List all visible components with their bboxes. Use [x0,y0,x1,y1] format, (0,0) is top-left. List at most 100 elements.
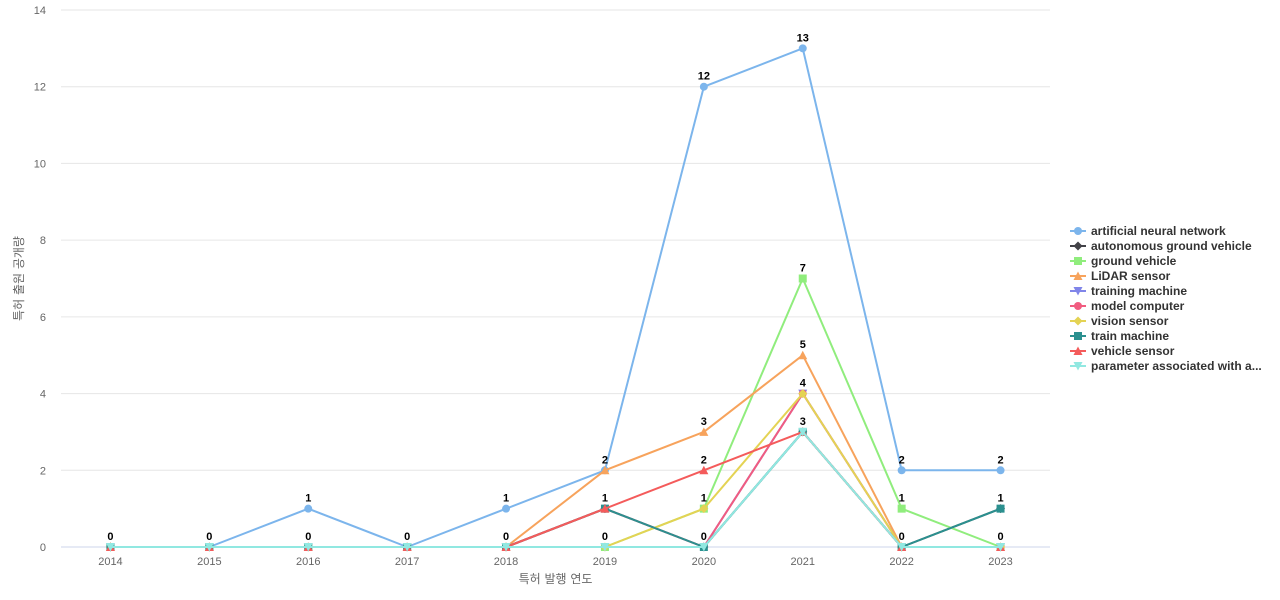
data-label: 1 [997,493,1003,505]
legend-marker-symbol[interactable] [1073,287,1083,296]
data-label: 2 [997,454,1003,466]
data-point[interactable] [204,543,214,552]
data-label: 2 [701,454,707,466]
data-point[interactable] [798,274,807,283]
series-line[interactable] [109,430,1002,548]
legend-marker-symbol[interactable] [1073,271,1083,281]
x-tick-label: 2015 [197,556,221,568]
y-axis-title: 특허 출원 공개량 [12,236,26,321]
legend-item[interactable]: train machine [1070,329,1169,343]
data-point[interactable] [996,543,1006,552]
series-10[interactable] [105,427,1006,552]
legend-item[interactable]: vehicle sensor [1070,344,1175,358]
data-point[interactable] [699,504,709,514]
data-point[interactable] [303,543,313,552]
x-tick-label: 2020 [692,556,716,568]
legend-marker-symbol[interactable] [1074,302,1082,310]
legend-item[interactable]: parameter associated with a... [1070,359,1262,373]
data-point[interactable] [699,427,709,436]
data-label-layer: 0 0 1 0 0 1 0 2 1 0 12 3 2 1 0 13 7 5 4 3 2 1 0 2 1 0 [107,32,1003,543]
data-label: 13 [797,32,809,44]
y-tick-label: 0 [40,542,46,554]
legend-item[interactable]: LiDAR sensor [1070,269,1171,283]
series-layer [105,44,1006,552]
legend-marker-symbol[interactable] [1074,332,1082,340]
data-point[interactable] [502,504,511,513]
legend-item[interactable]: artificial neural network [1070,224,1226,238]
data-label: 5 [800,339,806,351]
legend-item[interactable]: autonomous ground vehicle [1070,239,1252,253]
data-label: 0 [899,531,905,543]
y-tick-label: 10 [34,158,46,170]
data-point[interactable] [699,543,709,552]
data-label: 0 [404,531,410,543]
legend-item[interactable]: model computer [1070,299,1185,313]
data-label: 1 [503,493,509,505]
data-label: 1 [701,493,707,505]
data-point[interactable] [798,389,808,399]
data-point[interactable] [996,466,1005,475]
x-tick-label: 2023 [988,556,1012,568]
data-label: 1 [602,493,608,505]
legend-marker-symbol[interactable] [1073,316,1083,326]
data-point[interactable] [699,82,708,91]
series-4[interactable] [105,350,1006,551]
y-tick-label: 6 [40,312,46,324]
legend-label: model computer [1091,299,1185,313]
data-label: 3 [800,416,806,428]
x-tick-label: 2016 [296,556,320,568]
data-label: 4 [800,378,807,390]
series-1[interactable] [106,44,1005,551]
legend-marker-symbol[interactable] [1074,257,1082,265]
data-label: 0 [997,531,1003,543]
data-point[interactable] [996,504,1005,513]
legend-marker-symbol[interactable] [1073,346,1083,356]
data-point[interactable] [402,543,412,552]
legend-item[interactable]: vision sensor [1070,314,1169,328]
data-label: 0 [305,531,311,543]
series-line[interactable] [109,354,1002,548]
data-point[interactable] [304,504,313,513]
y-tick-label: 8 [40,235,46,247]
data-label: 3 [701,416,707,428]
data-point[interactable] [798,350,808,360]
y-tick-label: 12 [34,82,46,94]
x-tick-label: 2018 [494,556,518,568]
data-point[interactable] [699,465,709,475]
data-point[interactable] [600,504,610,513]
x-tick-label: 2022 [889,556,913,568]
y-tick-label: 14 [34,5,46,17]
legend-marker-symbol[interactable] [1074,227,1082,235]
legend-item[interactable]: training machine [1070,284,1187,298]
data-point[interactable] [897,543,907,552]
legend-label: artificial neural network [1091,224,1226,238]
legend-label: ground vehicle [1091,254,1177,268]
data-label: 0 [701,531,707,543]
data-label: 7 [800,263,806,275]
legend-label: vision sensor [1091,314,1169,328]
data-label: 1 [305,493,311,505]
legend-marker-symbol[interactable] [1073,362,1083,371]
data-point[interactable] [897,466,906,475]
data-point[interactable] [501,543,511,552]
legend-label: train machine [1091,329,1169,343]
data-point[interactable] [600,465,610,475]
data-point[interactable] [105,543,115,552]
data-point[interactable] [897,504,906,513]
data-label: 12 [698,71,710,83]
data-point[interactable] [798,427,808,437]
legend-item[interactable]: ground vehicle [1070,254,1177,268]
data-label: 2 [899,454,905,466]
legend-label: training machine [1091,284,1187,298]
x-axis-title: 특허 발행 연도 [519,571,593,586]
data-point[interactable] [798,44,807,53]
legend-marker-symbol[interactable] [1073,241,1083,251]
series-line[interactable] [109,47,1002,548]
data-point[interactable] [600,543,610,552]
x-tick-label: 2019 [593,556,617,568]
x-tick-label: 2017 [395,556,419,568]
y-tick-label: 4 [40,389,46,401]
legend-label: parameter associated with a... [1091,359,1262,373]
